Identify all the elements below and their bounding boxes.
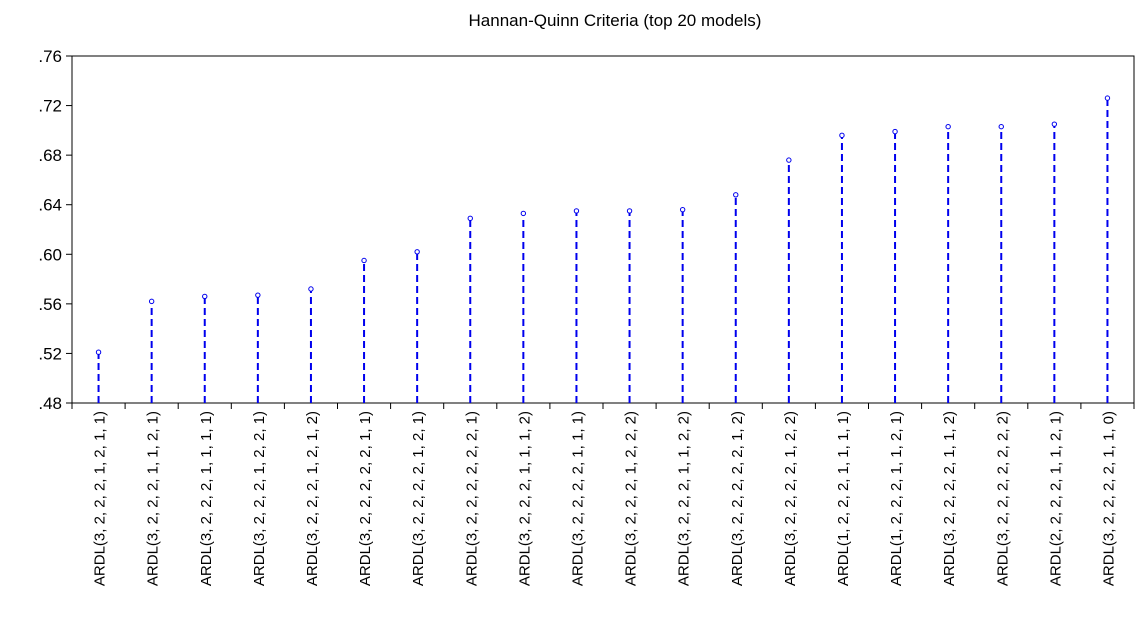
stem-head xyxy=(1104,95,1111,101)
y-tick-label: .56 xyxy=(38,295,62,314)
stem-head xyxy=(998,123,1004,130)
y-tick-label: .48 xyxy=(38,394,62,413)
y-tick-label: .76 xyxy=(38,47,62,66)
stem-head xyxy=(1051,121,1058,127)
x-tick-label: ARDL(3, 2, 2, 2, 2, 1, 2, 2) xyxy=(782,411,799,586)
x-tick-label: ARDL(3, 2, 2, 2, 1, 1, 1, 1) xyxy=(198,411,215,586)
stem-head xyxy=(202,293,208,300)
stem-head xyxy=(308,286,314,292)
x-tick-label: ARDL(1, 2, 2, 2, 1, 1, 2, 1) xyxy=(888,411,905,586)
x-tick-label: ARDL(3, 2, 2, 2, 2, 1, 1, 0) xyxy=(1100,411,1117,586)
stem-head xyxy=(95,349,102,355)
stem-head xyxy=(414,249,420,255)
stem-head xyxy=(148,298,155,305)
stem-head xyxy=(467,215,473,222)
stem-head xyxy=(626,208,633,214)
plot-frame xyxy=(71,55,1135,404)
x-tick-label: ARDL(3, 2, 2, 2, 2, 1, 1, 1) xyxy=(569,411,586,586)
x-tick-label: ARDL(3, 2, 2, 2, 1, 2, 2, 1) xyxy=(251,411,268,586)
x-tick-label: ARDL(1, 2, 2, 2, 1, 1, 1, 1) xyxy=(835,411,852,586)
chart-title: Hannan-Quinn Criteria (top 20 models) xyxy=(469,11,762,30)
x-tick-label: ARDL(3, 2, 2, 2, 1, 1, 2, 1) xyxy=(145,411,162,586)
y-tick-label: .72 xyxy=(38,97,62,116)
stem-head xyxy=(679,206,686,213)
y-tick-label: .68 xyxy=(38,146,62,165)
x-tick-label: ARDL(3, 2, 2, 2, 1, 2, 2, 2) xyxy=(623,411,640,586)
stem-head xyxy=(361,257,367,264)
stem-head xyxy=(733,192,739,198)
stem-head xyxy=(786,157,792,163)
x-tick-label: ARDL(3, 2, 2, 2, 2, 2, 2, 2) xyxy=(994,411,1011,586)
x-tick-label: ARDL(3, 2, 2, 2, 2, 2, 1, 2) xyxy=(729,411,746,586)
x-tick-label: ARDL(3, 2, 2, 2, 1, 1, 2, 2) xyxy=(676,411,693,586)
stem-head xyxy=(520,210,527,217)
x-tick-label: ARDL(3, 2, 2, 2, 2, 1, 2, 1) xyxy=(410,411,427,586)
y-tick-label: .52 xyxy=(38,344,62,363)
stem-head xyxy=(573,208,580,214)
x-tick-label: ARDL(2, 2, 2, 2, 1, 1, 2, 1) xyxy=(1047,411,1064,586)
stem-head xyxy=(945,123,951,130)
stem-head xyxy=(839,132,845,139)
x-tick-label: ARDL(3, 2, 2, 2, 2, 2, 1, 1) xyxy=(357,411,374,586)
y-tick-label: .60 xyxy=(38,245,62,264)
stem-head xyxy=(255,292,261,298)
x-tick-label: ARDL(3, 2, 2, 2, 1, 1, 1, 2) xyxy=(516,411,533,586)
x-tick-label: ARDL(3, 2, 2, 2, 1, 2, 1, 2) xyxy=(304,411,321,586)
y-tick-label: .64 xyxy=(38,196,62,215)
x-tick-label: ARDL(3, 2, 2, 2, 2, 2, 2, 1) xyxy=(463,411,480,586)
x-tick-label: ARDL(3, 2, 2, 2, 2, 1, 1, 2) xyxy=(941,411,958,586)
stem-head xyxy=(892,128,898,135)
x-tick-label: ARDL(3, 2, 2, 2, 1, 2, 1, 1) xyxy=(92,411,109,586)
